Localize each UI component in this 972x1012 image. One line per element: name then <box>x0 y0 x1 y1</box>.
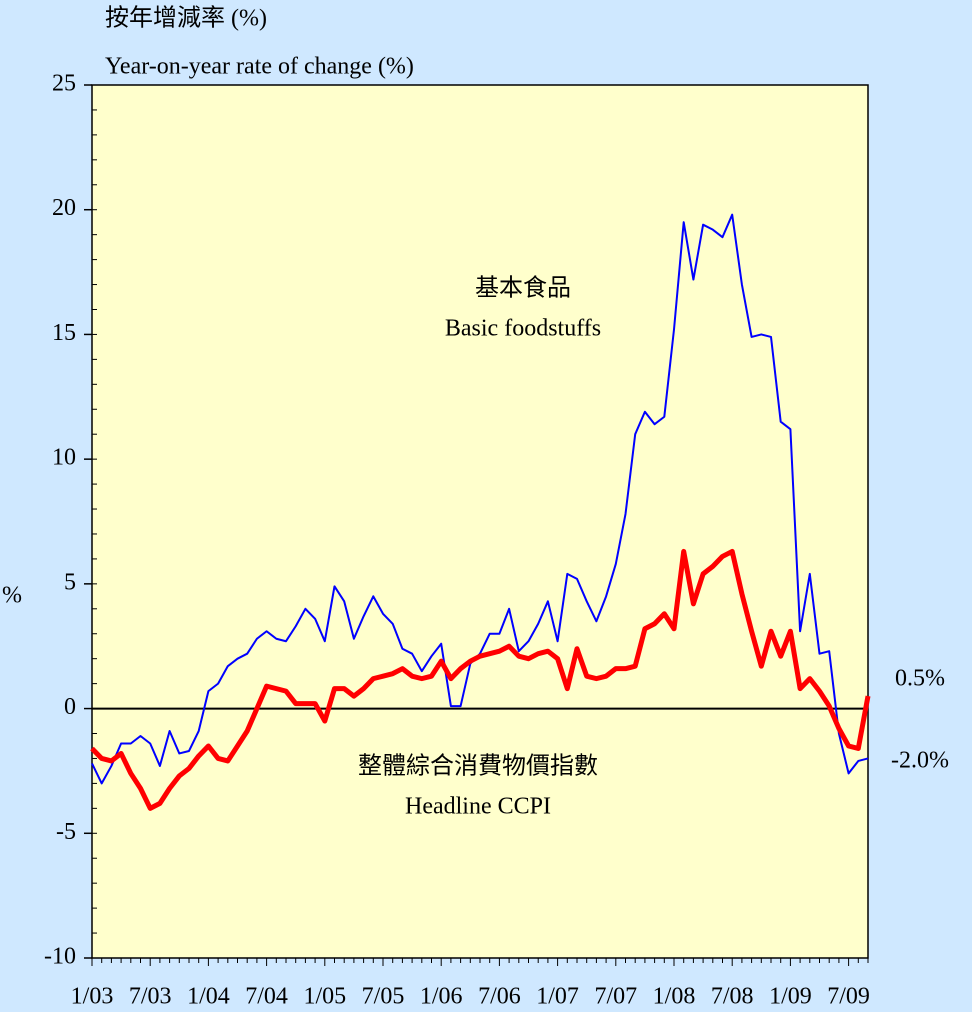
series-line <box>90 548 871 811</box>
x-tick-label: 7/04 <box>245 984 288 1010</box>
y-tick-label: -10 <box>44 944 76 970</box>
x-tick-label: 7/05 <box>362 984 405 1010</box>
x-tick-label: 1/05 <box>303 984 346 1010</box>
x-tick-label: 1/08 <box>653 984 696 1010</box>
x-tick-label: 1/09 <box>769 984 812 1010</box>
series-label-zh: 基本食品 <box>475 275 571 302</box>
y-tick-label: 10 <box>52 445 76 471</box>
y-tick-label: 5 <box>64 569 76 595</box>
y-tick-label: 15 <box>52 320 76 346</box>
x-tick-label: 1/06 <box>420 984 463 1010</box>
x-tick-label: 7/08 <box>711 984 754 1010</box>
y-tick-label: 0 <box>64 694 76 720</box>
y-tick-label: 25 <box>52 71 76 97</box>
x-tick-label: 7/03 <box>129 984 172 1010</box>
series-label: Basic foodstuffs <box>445 316 601 342</box>
plot-area <box>91 84 869 959</box>
x-tick-label: 7/07 <box>594 984 637 1010</box>
y-tick-label: -5 <box>56 819 76 845</box>
end-label: -2.0% <box>891 748 949 774</box>
x-tick-label: 1/04 <box>187 984 230 1010</box>
y-axis-label: % <box>2 583 22 609</box>
chart-title-zh: 按年增減率 (%) <box>105 5 267 32</box>
y-tick-label: 20 <box>52 195 76 221</box>
series-label-zh: 整體綜合消費物價指數 <box>358 753 598 780</box>
chart-title: Year-on-year rate of change (%) <box>105 54 414 80</box>
series-label: Headline CCPI <box>405 794 551 820</box>
end-label: 0.5% <box>895 666 945 692</box>
x-tick-label: 1/03 <box>71 984 114 1010</box>
x-tick-label: 7/06 <box>478 984 521 1010</box>
x-tick-label: 1/07 <box>536 984 579 1010</box>
x-tick-label: 7/09 <box>827 984 870 1010</box>
